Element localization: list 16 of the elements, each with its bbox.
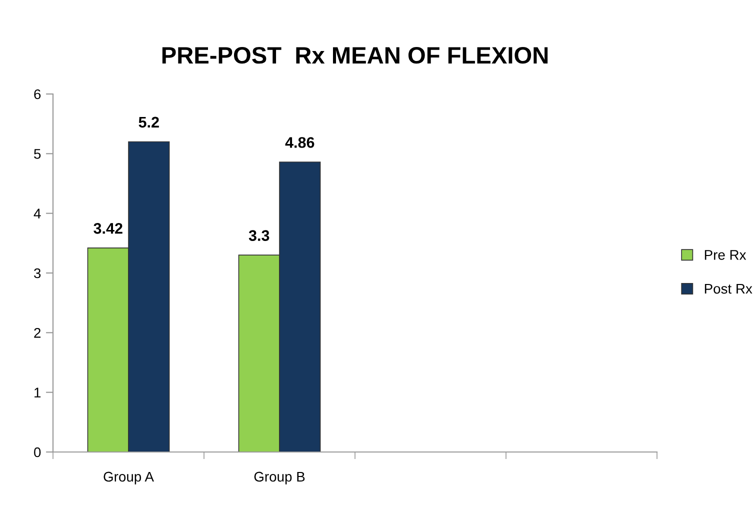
y-tick-label: 5 <box>34 149 41 159</box>
data-label: 5.2 <box>138 116 159 128</box>
y-tick-label: 6 <box>34 89 41 100</box>
x-tick-label: Group A <box>104 472 154 484</box>
legend-label: Post Rx <box>704 284 752 294</box>
data-label: 4.86 <box>285 137 314 148</box>
x-tick-label: Group B <box>254 472 305 484</box>
y-tick-label: 4 <box>34 208 41 218</box>
chart-title: PRE-POST Rx MEAN OF FLEXION <box>162 46 548 64</box>
y-tick-label: 2 <box>34 328 40 338</box>
data-label: 3.42 <box>94 222 122 234</box>
legend-label: Pre Rx <box>704 250 746 260</box>
y-tick-label: 0 <box>34 447 41 458</box>
y-tick-label: 1 <box>34 388 41 398</box>
y-tick-label: 3 <box>34 268 41 278</box>
data-label: 3.3 <box>248 230 270 241</box>
